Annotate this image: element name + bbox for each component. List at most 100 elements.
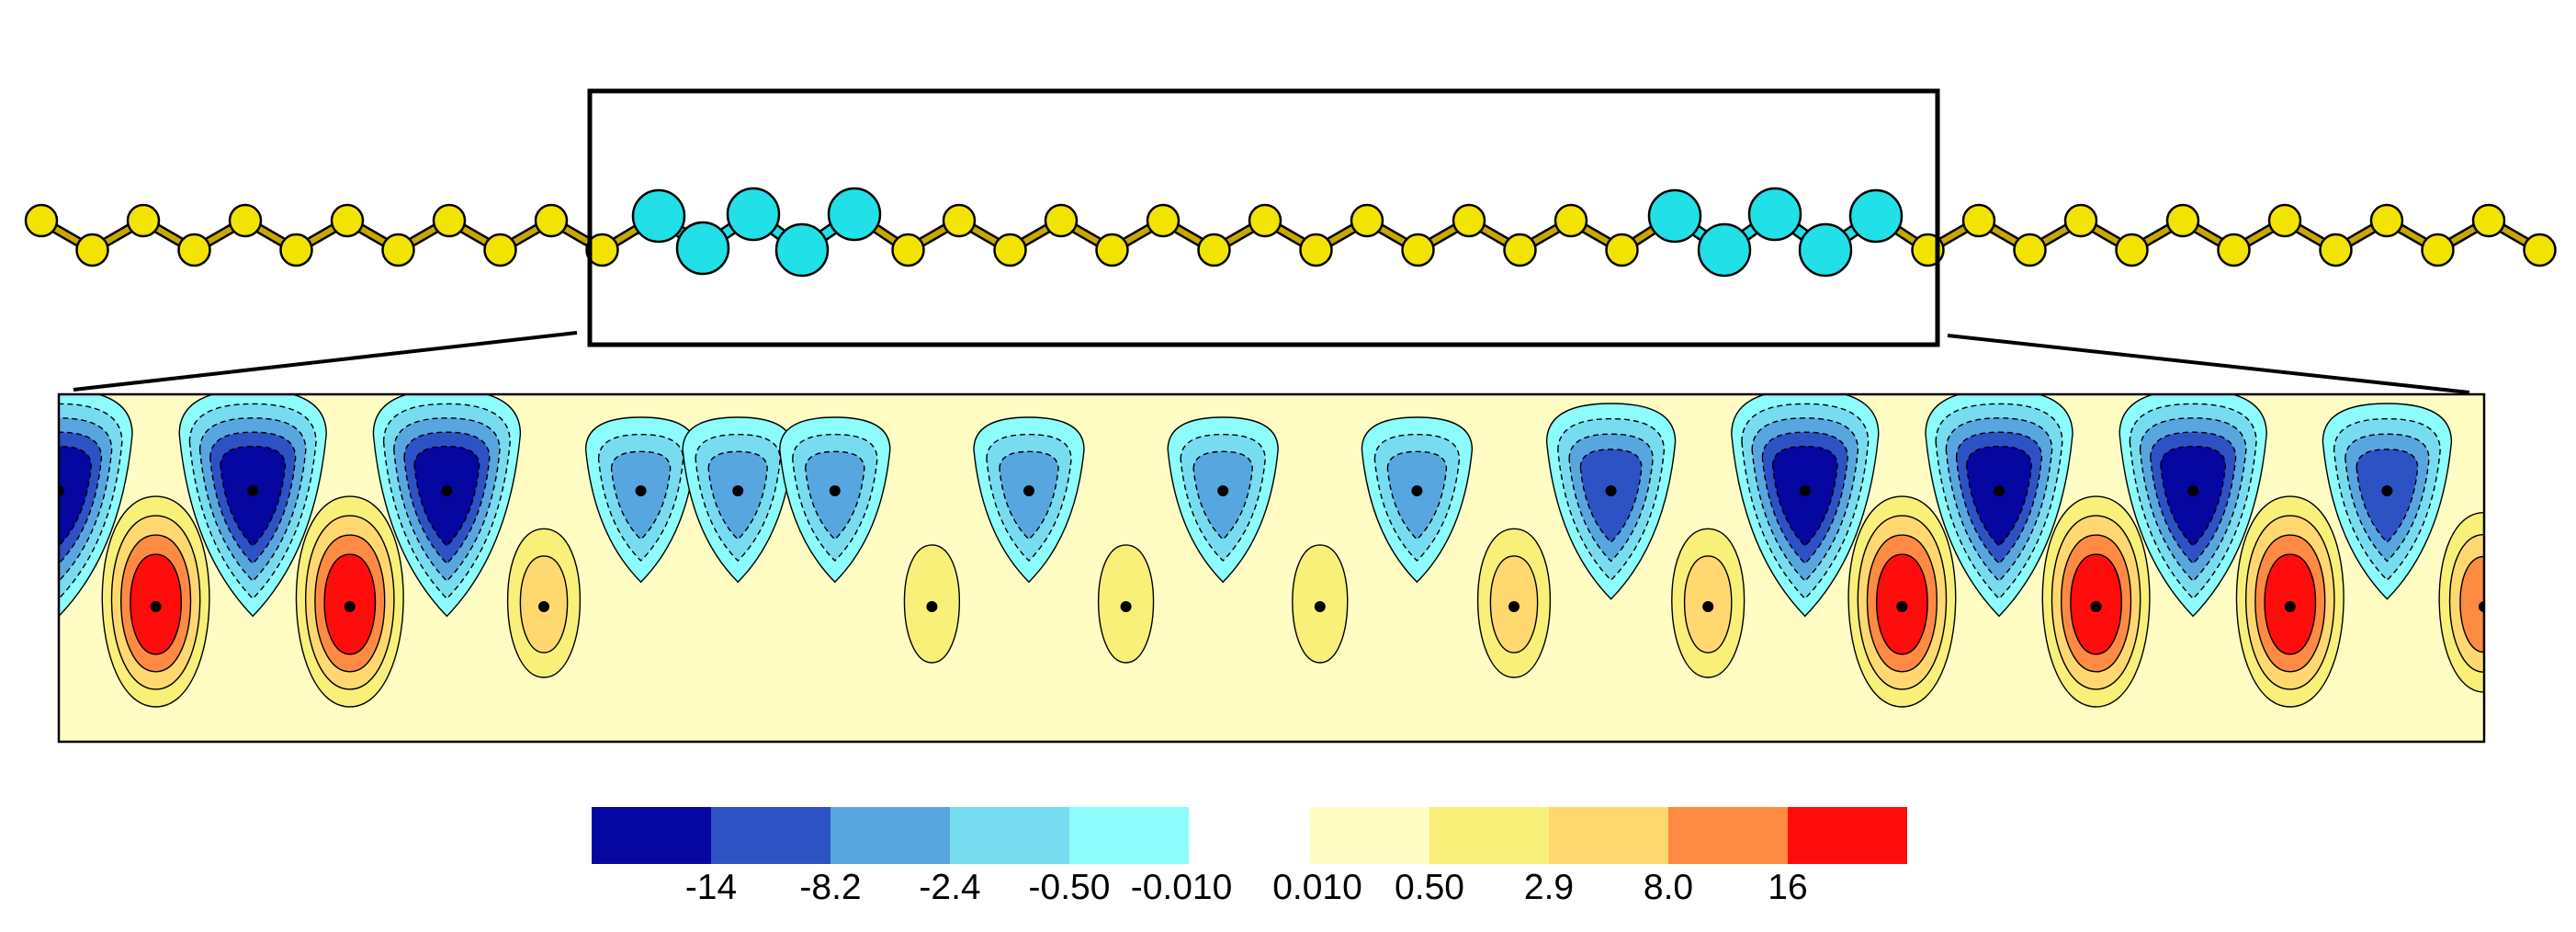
sulfur-atom — [483, 233, 517, 267]
sulfur-atom — [2267, 203, 2302, 238]
sulfur-atom — [24, 203, 59, 238]
sulfur-atom — [1044, 203, 1079, 238]
colorbar-swatch — [1668, 807, 1788, 864]
sulfur-atom — [1248, 203, 1282, 238]
colorbar-tick-label: -0.50 — [1029, 868, 1111, 907]
colorbar-tick-label: 2.9 — [1524, 868, 1574, 907]
atom-site-marker — [2479, 601, 2484, 612]
colorbar: -14 -8.2 -2.4 -0.50 -0.010 0.010 0.50 2.9 8.0 16 — [592, 807, 1907, 907]
negative-lobe — [973, 416, 1085, 584]
dopant-atom — [726, 187, 781, 242]
colorbar-swatch — [1788, 807, 1907, 864]
sulfur-atom — [1197, 233, 1231, 267]
sulfur-atom — [891, 233, 925, 267]
contour-map-frame — [57, 392, 2486, 744]
positive-lobe — [1292, 544, 1349, 664]
colorbar-swatch — [1189, 807, 1310, 864]
sulfur-atom — [381, 233, 415, 267]
sulfur-atom — [228, 203, 263, 238]
zoom-region-box — [587, 88, 1940, 347]
positive-lobe — [1098, 544, 1155, 664]
zoom-connector-right — [1947, 334, 2470, 394]
positive-lobe — [1476, 528, 1552, 678]
atom-site-marker — [926, 601, 938, 612]
atom-site-marker — [2381, 485, 2393, 496]
sulfur-atom — [1503, 233, 1537, 267]
atom-site-marker — [1702, 601, 1714, 612]
dopant-atom — [827, 187, 882, 242]
sulfur-atom — [279, 233, 313, 267]
chain-atoms — [24, 187, 2557, 278]
atom-site-marker — [635, 485, 647, 496]
atom-site-marker — [1605, 485, 1617, 496]
atom-site-marker — [1120, 601, 1132, 612]
negative-lobe — [59, 394, 133, 618]
dopant-atom — [774, 222, 830, 278]
atom-site-marker — [1896, 601, 1908, 612]
atom-site-marker — [1023, 485, 1034, 496]
sulfur-atom — [1299, 233, 1333, 267]
positive-lobe — [101, 495, 210, 708]
negative-lobe — [682, 416, 794, 584]
contour-level — [2459, 555, 2484, 654]
positive-lobe — [2235, 495, 2344, 708]
sulfur-atom — [2013, 233, 2047, 267]
atom-site-marker — [59, 485, 64, 496]
atom-site-marker — [538, 601, 549, 612]
dopant-atom — [675, 221, 730, 276]
atom-site-marker — [1994, 485, 2005, 496]
positive-lobe — [1671, 528, 1746, 678]
chain-bonds — [36, 209, 2545, 256]
sulfur-atom — [2217, 233, 2251, 267]
atom-site-marker — [1508, 601, 1520, 612]
colorbar-swatch — [592, 807, 711, 864]
sulfur-atom — [2369, 203, 2404, 238]
contour-map — [57, 392, 2486, 744]
dopant-atom — [631, 188, 686, 244]
sulfur-atom — [1401, 233, 1435, 267]
sulfur-atom — [432, 203, 467, 238]
colorbar-tick-label: -14 — [685, 868, 737, 907]
sulfur-atom — [1961, 203, 1996, 238]
sulfur-atom — [177, 233, 211, 267]
colorbar-tick-label: 8.0 — [1644, 868, 1693, 907]
atom-site-marker — [2187, 485, 2199, 496]
zoom-connector-left — [73, 331, 578, 392]
sulfur-atom — [2523, 233, 2557, 267]
negative-lobe — [779, 416, 891, 584]
sulfur-atom — [1452, 203, 1486, 238]
positive-lobe — [1847, 495, 1957, 708]
sulfur-atom — [2421, 233, 2455, 267]
sulfur-atom — [126, 203, 161, 238]
negative-lobe — [1545, 403, 1677, 600]
atom-site-marker — [1217, 485, 1229, 496]
sulfur-atom — [1350, 203, 1384, 238]
atom-site-marker — [1314, 601, 1326, 612]
dopant-atom — [1848, 188, 1904, 244]
sulfur-atom — [2115, 233, 2149, 267]
negative-lobe — [2118, 394, 2267, 618]
sulfur-atom — [1605, 233, 1639, 267]
sulfur-atom — [2063, 203, 2098, 238]
contour-level — [59, 445, 92, 548]
sulfur-atom — [2319, 233, 2353, 267]
sulfur-atom — [534, 203, 569, 238]
negative-lobe — [1167, 416, 1279, 584]
negative-lobe — [1925, 394, 2073, 618]
sulfur-atom — [2471, 203, 2506, 238]
dopant-atom — [1747, 187, 1802, 242]
colorbar-swatch — [830, 807, 950, 864]
sulfur-atom — [993, 233, 1027, 267]
atom-site-marker — [1799, 485, 1811, 496]
colorbar-swatch — [1549, 807, 1668, 864]
negative-lobe — [584, 416, 697, 584]
atom-site-marker — [2090, 601, 2102, 612]
sulfur-atom — [2165, 203, 2200, 238]
dopant-atom — [1697, 222, 1752, 278]
colorbar-swatch — [1310, 807, 1429, 864]
negative-lobe — [1731, 394, 1880, 618]
dopant-atom — [1647, 188, 1702, 244]
sulfur-atom — [942, 203, 977, 238]
colorbar-tick-label: -0.010 — [1131, 868, 1233, 907]
